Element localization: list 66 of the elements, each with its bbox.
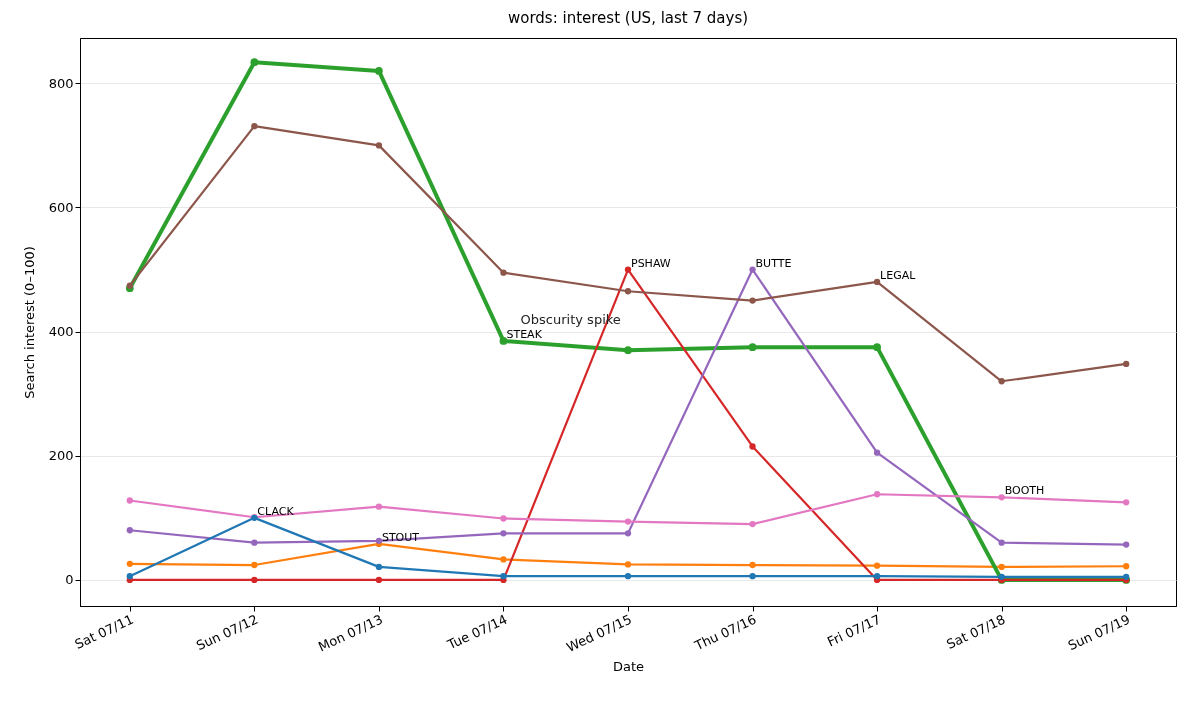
- annotation: BUTTE: [755, 256, 792, 270]
- annotation: STEAK: [506, 327, 543, 341]
- point: [500, 573, 507, 580]
- point: [624, 561, 632, 568]
- point: [1123, 499, 1130, 506]
- point: [1123, 563, 1130, 570]
- point: [500, 269, 507, 276]
- point: [624, 530, 632, 537]
- y-tick-label: 200: [48, 448, 74, 464]
- y-tick-label: 400: [48, 324, 74, 340]
- point: [250, 58, 259, 67]
- y-tick-label: 800: [48, 75, 74, 91]
- point: [624, 288, 632, 295]
- point: [749, 520, 756, 528]
- point: [375, 576, 383, 584]
- point: [375, 503, 383, 510]
- point: [998, 378, 1005, 385]
- point: [749, 561, 756, 569]
- point: [998, 573, 1005, 580]
- point: [624, 573, 632, 580]
- point: [998, 539, 1005, 546]
- point: [126, 282, 133, 289]
- point: [873, 278, 881, 286]
- point: [873, 449, 881, 456]
- y-tick-label: 0: [65, 572, 74, 588]
- point: [998, 494, 1005, 501]
- point: [375, 537, 383, 544]
- point: [749, 266, 756, 273]
- point: [873, 573, 881, 580]
- point: [251, 576, 258, 584]
- point: [998, 563, 1005, 571]
- point: [375, 563, 383, 571]
- y-axis-title: Search interest (0–100): [21, 246, 37, 399]
- point: [375, 67, 383, 75]
- point: [251, 539, 258, 546]
- x-axis-title: Date: [612, 658, 645, 674]
- point: [1123, 573, 1130, 580]
- point: [500, 556, 507, 563]
- point: [251, 122, 258, 130]
- annotation: BOOTH: [1004, 484, 1045, 498]
- point: [126, 527, 133, 534]
- annotation: PSHAW: [631, 256, 671, 270]
- point: [1123, 541, 1130, 548]
- point: [251, 561, 258, 569]
- point: [748, 343, 757, 352]
- point: [500, 530, 507, 537]
- point: [873, 491, 881, 498]
- point: [499, 337, 508, 345]
- point: [126, 573, 133, 580]
- point: [873, 562, 881, 569]
- annotation: CLACK: [257, 504, 295, 518]
- point: [1123, 360, 1130, 368]
- point: [624, 346, 632, 355]
- point: [624, 518, 632, 525]
- point: [126, 497, 133, 504]
- point: [126, 560, 133, 567]
- point: [749, 297, 756, 304]
- y-tick-label: 600: [48, 199, 74, 215]
- point: [375, 142, 383, 149]
- point: [749, 443, 756, 450]
- chart-title: words: interest (US, last 7 days): [507, 9, 749, 27]
- point: [624, 266, 632, 273]
- point: [500, 515, 507, 522]
- annotation: LEGAL: [880, 268, 917, 282]
- point: [749, 573, 756, 580]
- point: [873, 343, 881, 352]
